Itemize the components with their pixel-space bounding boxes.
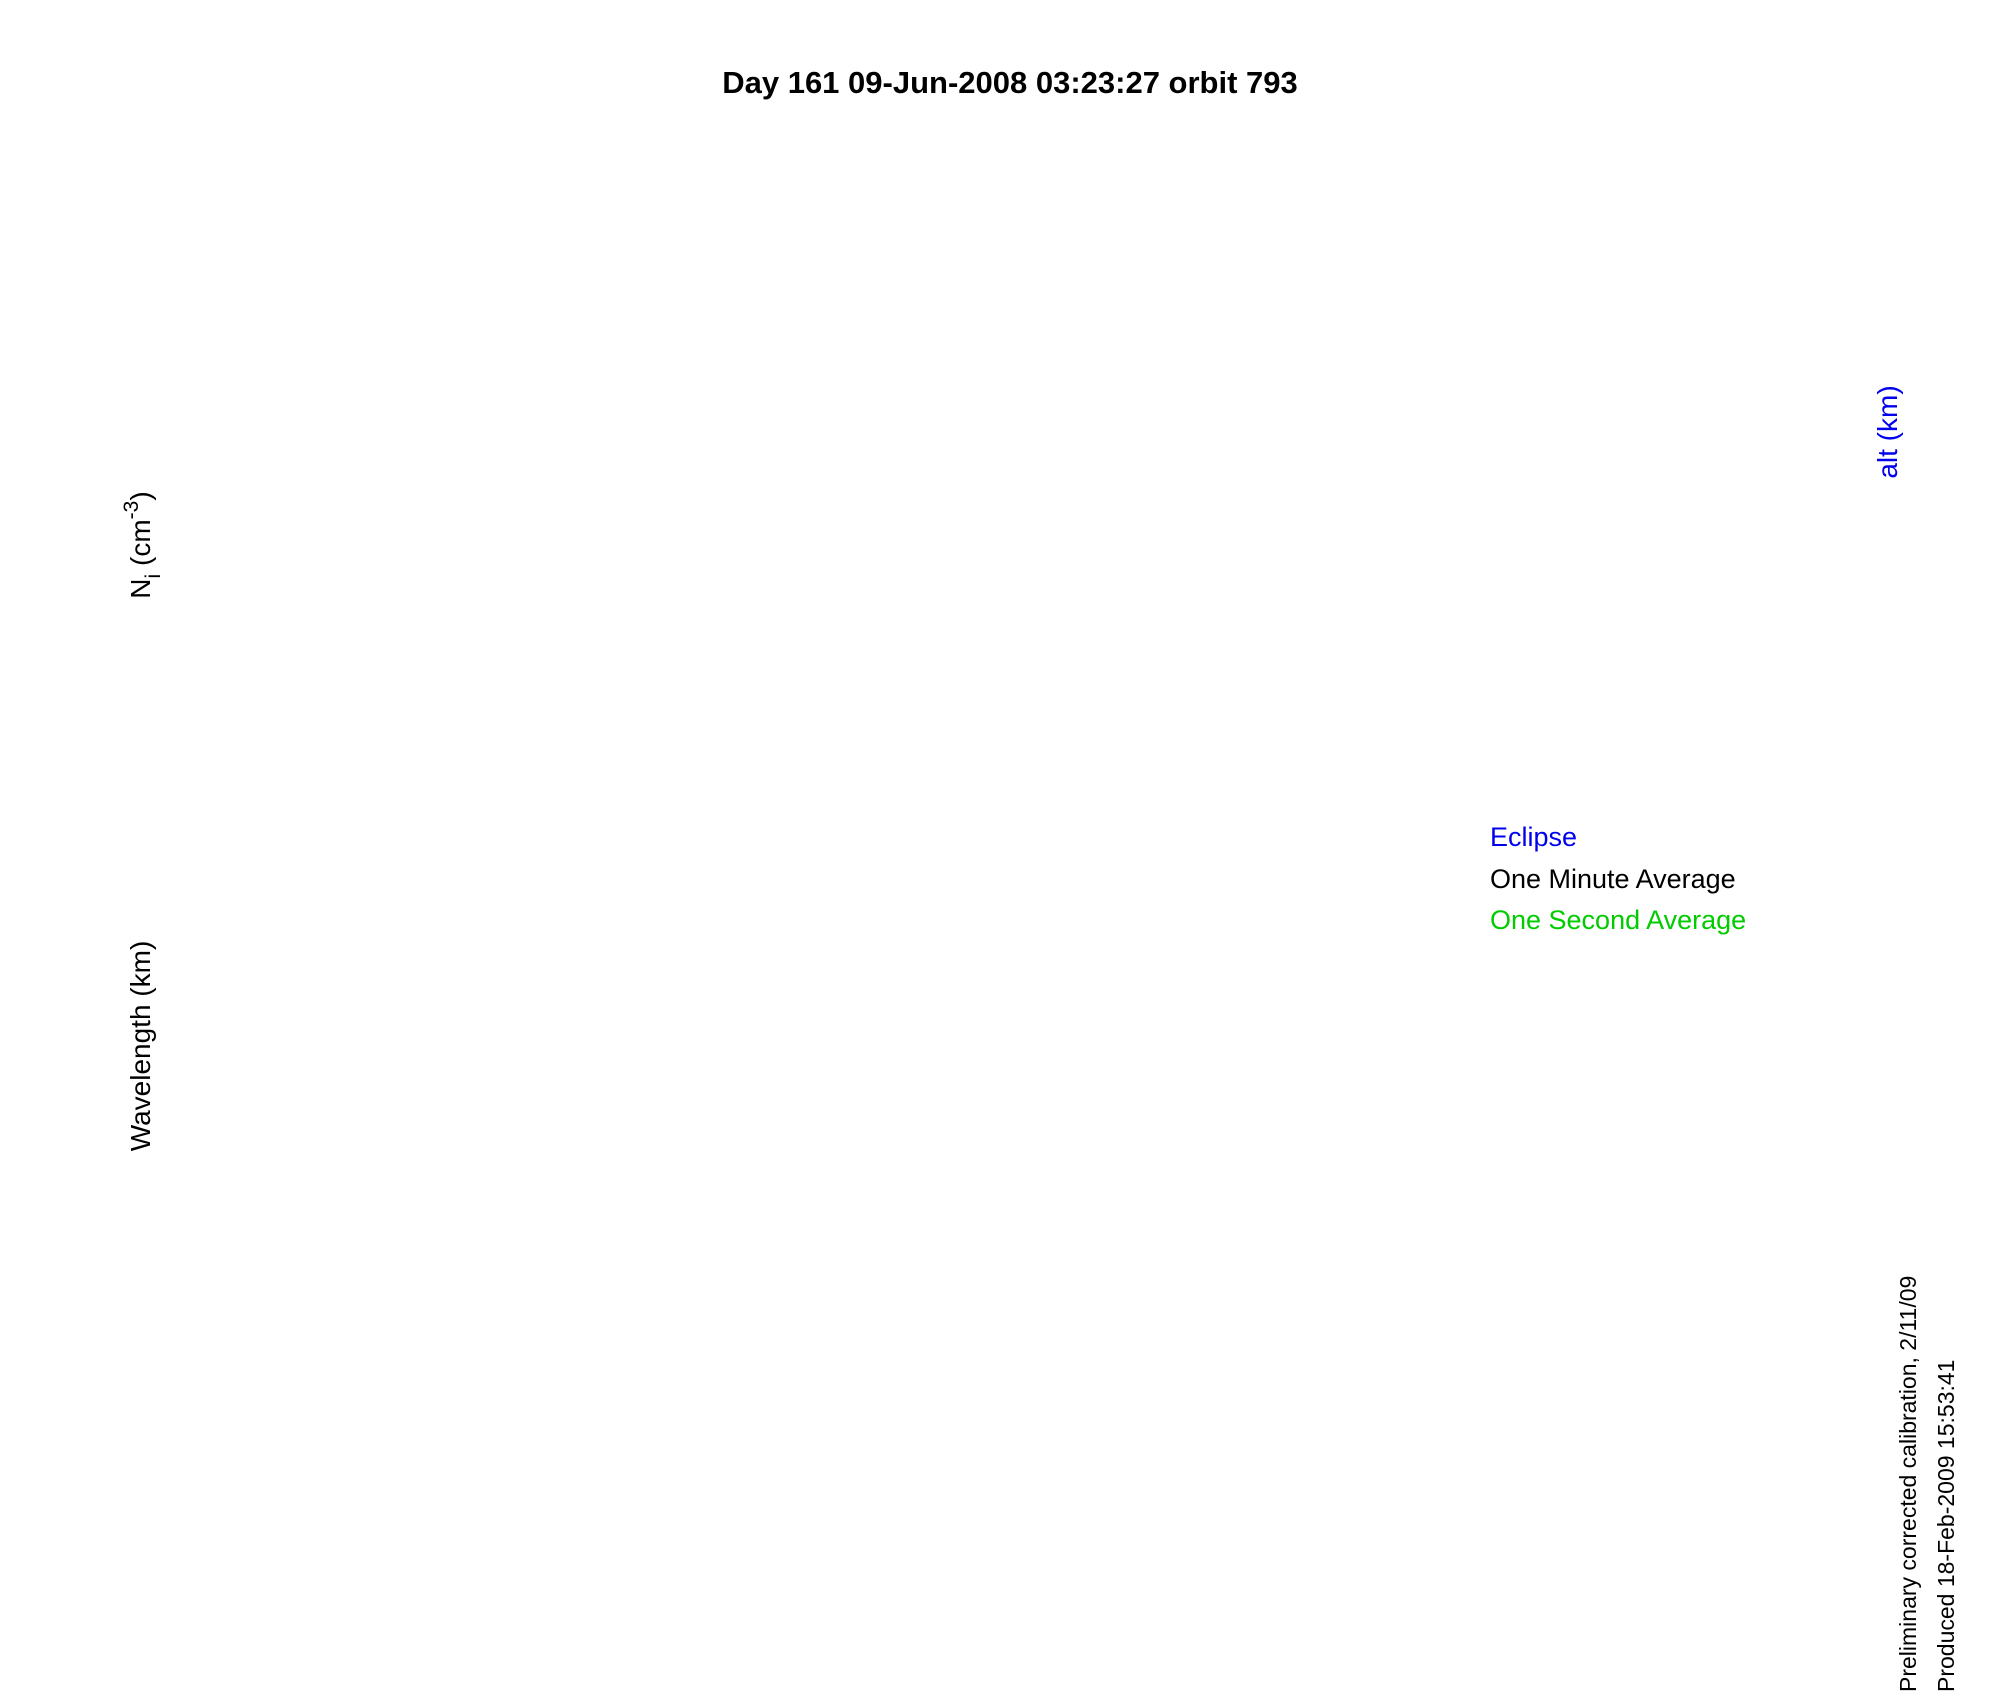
calibration-note: Preliminary corrected calibration, 2/11/… bbox=[1895, 1276, 1921, 1692]
wavelength-axis-label: Wavelength (km) bbox=[125, 941, 156, 1152]
density-axis-label: Ni (cm-3) bbox=[120, 491, 165, 598]
produced-note: Produced 18-Feb-2009 15:53:41 bbox=[1933, 1360, 1959, 1692]
legend-eclipse-label: Eclipse bbox=[1490, 822, 1577, 852]
page-title: Day 161 09-Jun-2008 03:23:27 orbit 793 bbox=[722, 65, 1298, 100]
legend-one-second-label: One Second Average bbox=[1490, 905, 1746, 935]
legend: Eclipse One Minute Average One Second Av… bbox=[1490, 822, 1746, 935]
legend-one-minute-label: One Minute Average bbox=[1490, 864, 1736, 894]
altitude-axis-label: alt (km) bbox=[1872, 385, 1903, 478]
